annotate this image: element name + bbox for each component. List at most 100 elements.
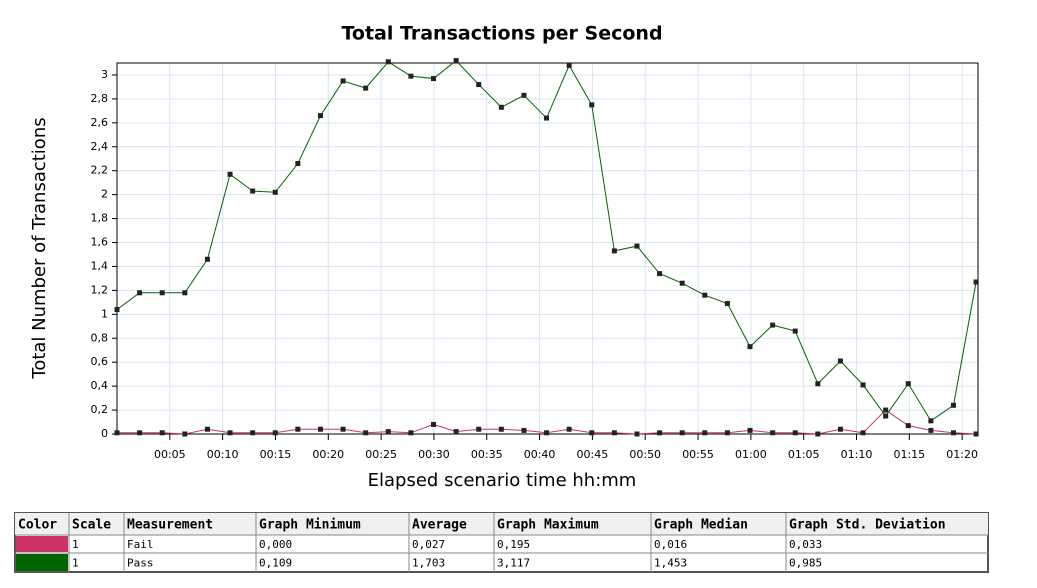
point-marker — [363, 430, 369, 436]
point-marker — [860, 430, 866, 436]
point-marker — [928, 427, 934, 433]
point-marker — [611, 248, 617, 254]
point-marker — [792, 430, 798, 436]
y-tick-label: 0,6 — [91, 355, 109, 368]
y-tick-label: 0,4 — [91, 379, 109, 392]
y-tick-label: 3 — [101, 68, 108, 81]
point-marker — [747, 344, 753, 350]
point-marker — [566, 426, 572, 432]
table-cell: 0,109 — [259, 557, 292, 570]
table-header: Color — [18, 518, 57, 533]
point-marker — [589, 430, 595, 436]
table-cell: 0,195 — [497, 538, 530, 551]
x-tick-label: 00:35 — [471, 448, 503, 461]
x-tick-label: 00:20 — [312, 448, 344, 461]
point-marker — [476, 82, 482, 88]
point-marker — [589, 102, 595, 108]
point-marker — [272, 430, 278, 436]
point-marker — [905, 423, 911, 429]
y-tick-label: 0,2 — [91, 403, 109, 416]
point-marker — [679, 280, 685, 286]
y-tick-label: 2,8 — [91, 92, 109, 105]
y-tick-label: 2 — [101, 188, 108, 201]
point-marker — [182, 431, 188, 437]
y-tick-label: 0,8 — [91, 331, 109, 344]
y-tick-label: 1,2 — [91, 283, 109, 296]
y-tick-label: 1,6 — [91, 236, 109, 249]
point-marker — [973, 431, 979, 437]
point-marker — [521, 427, 527, 433]
x-tick-label: 00:15 — [260, 448, 292, 461]
point-marker — [905, 381, 911, 387]
point-marker — [657, 271, 663, 277]
x-tick-label: 00:25 — [365, 448, 397, 461]
point-marker — [295, 426, 301, 432]
point-marker — [227, 171, 233, 177]
point-marker — [815, 431, 821, 437]
point-marker — [159, 290, 165, 296]
x-tick-label: 00:55 — [682, 448, 714, 461]
table-cell: 0,016 — [654, 538, 687, 551]
point-marker — [137, 290, 143, 296]
chart-title: Total Transactions per Second — [341, 23, 662, 45]
point-marker — [950, 430, 956, 436]
table-header-bg — [15, 513, 988, 535]
x-tick-label: 01:00 — [735, 448, 767, 461]
table-header: Graph Minimum — [259, 518, 361, 533]
y-tick-label: 1 — [101, 307, 108, 320]
point-marker — [544, 115, 550, 121]
point-marker — [159, 430, 165, 436]
y-tick-label: 2,6 — [91, 116, 109, 129]
table-cell: 1 — [72, 557, 79, 570]
point-marker — [498, 426, 504, 432]
point-marker — [340, 78, 346, 84]
point-marker — [204, 426, 210, 432]
point-marker — [408, 430, 414, 436]
point-marker — [137, 430, 143, 436]
point-marker — [770, 322, 776, 328]
plot-background — [117, 63, 978, 434]
point-marker — [521, 92, 527, 98]
point-marker — [498, 104, 504, 110]
point-marker — [544, 430, 550, 436]
table-cell: Pass — [127, 557, 154, 570]
point-marker — [747, 427, 753, 433]
point-marker — [815, 381, 821, 387]
table-cell: 1 — [72, 538, 79, 551]
point-marker — [634, 243, 640, 249]
point-marker — [476, 426, 482, 432]
legend-table: Color Scale Measurement Graph Minimum Averag… — [14, 512, 989, 573]
point-marker — [634, 431, 640, 437]
point-marker — [770, 430, 776, 436]
color-swatch — [16, 554, 68, 571]
table-cell: 3,117 — [497, 557, 530, 570]
y-tick-label: 2,4 — [91, 140, 109, 153]
table-cell: 1,703 — [412, 557, 445, 570]
point-marker — [837, 426, 843, 432]
y-tick-label: 2,2 — [91, 164, 109, 177]
point-marker — [883, 407, 889, 413]
x-tick-label: 01:15 — [893, 448, 925, 461]
x-tick-label: 00:40 — [524, 448, 556, 461]
point-marker — [250, 430, 256, 436]
point-marker — [385, 429, 391, 435]
y-tick-label: 1,4 — [91, 259, 109, 272]
table-header: Average — [412, 518, 467, 533]
point-marker — [702, 292, 708, 298]
point-marker — [340, 426, 346, 432]
y-axis-label: Total Number of Transactions — [29, 117, 50, 379]
table-header: Graph Std. Deviation — [789, 518, 946, 533]
point-marker — [679, 430, 685, 436]
x-tick-label: 00:50 — [629, 448, 661, 461]
x-tick-label: 00:30 — [418, 448, 450, 461]
point-marker — [453, 58, 459, 64]
x-tick-label: 01:05 — [788, 448, 820, 461]
point-marker — [408, 73, 414, 79]
table-header: Graph Median — [654, 518, 748, 533]
color-swatch — [16, 536, 68, 552]
point-marker — [431, 421, 437, 427]
table-cell: Fail — [127, 538, 154, 551]
point-marker — [973, 279, 979, 285]
point-marker — [883, 413, 889, 419]
point-marker — [453, 429, 459, 435]
